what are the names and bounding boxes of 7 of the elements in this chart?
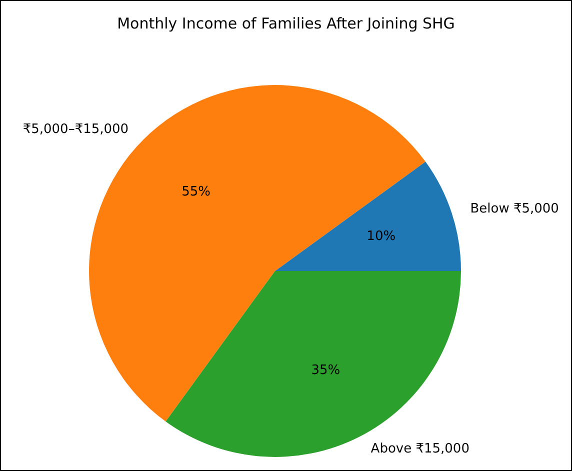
slice-label: Below ₹5,000	[470, 202, 559, 217]
data-label: 35%	[311, 362, 340, 378]
data-label: 55%	[182, 184, 211, 200]
slice-label: ₹5,000–₹15,000	[22, 122, 129, 138]
data-label: 10%	[366, 229, 396, 244]
chart-title: Monthly Income of Families After Joining SHG	[117, 14, 455, 32]
slice-label: Above ₹15,000	[370, 442, 470, 457]
